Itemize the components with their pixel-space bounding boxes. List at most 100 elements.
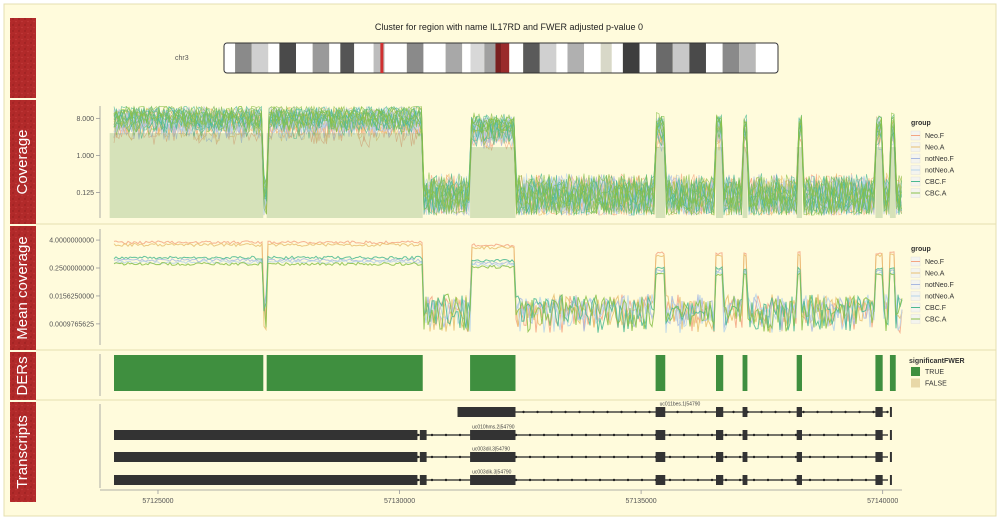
ideogram-band xyxy=(445,43,463,73)
transcript-strand-mark xyxy=(542,433,546,437)
transcript-exon xyxy=(715,430,724,440)
transcript-strand-mark xyxy=(738,478,742,482)
coverage-y-tick-label: 0.125 xyxy=(76,190,94,197)
mean-coverage-y-tick-label: 4.0000000000 xyxy=(49,238,94,245)
transcript-exon xyxy=(419,430,427,440)
transcript-strand-mark xyxy=(760,410,763,414)
transcript-strand-mark xyxy=(696,478,700,482)
transcript-exon xyxy=(742,430,748,440)
mean-coverage-y-tick-label: 0.2500000000 xyxy=(49,266,94,273)
transcript-strand-mark xyxy=(794,433,798,437)
transcript-strand-mark xyxy=(738,433,742,437)
ideogram-band xyxy=(329,43,341,73)
transcript-strand-mark xyxy=(794,478,798,482)
x-axis-tick-label: 57125000 xyxy=(142,498,173,505)
transcript-strand-mark xyxy=(564,410,567,414)
transcripts-track-strip xyxy=(10,402,36,502)
transcript-strand-mark xyxy=(732,410,735,414)
coverage-sample-line-CBC.A xyxy=(113,108,902,217)
ideogram-band xyxy=(600,43,612,73)
transcript-strand-mark xyxy=(444,478,448,482)
ideogram-band xyxy=(462,43,471,73)
transcript-strand-mark xyxy=(844,410,847,414)
ideogram-band xyxy=(373,43,385,73)
transcript-strand-mark xyxy=(850,478,854,482)
transcript-name-label: uc003dik.3|54790 xyxy=(472,470,512,476)
transcript-strand-mark xyxy=(788,410,791,414)
ideogram-band xyxy=(639,43,657,73)
ideogram-band xyxy=(539,43,557,73)
ideogram-band xyxy=(279,43,297,73)
ideogram-band xyxy=(340,43,355,73)
coverage-region-body xyxy=(715,147,724,218)
legend-label: notNeo.A xyxy=(925,168,955,175)
transcript-strand-mark xyxy=(612,478,616,482)
transcript-name-label: uc010hms.2|54790 xyxy=(472,425,515,431)
legend-label: CBC.F xyxy=(925,179,946,186)
coverage-region-body xyxy=(109,133,264,218)
transcript-strand-mark xyxy=(528,455,532,459)
ideogram-band xyxy=(423,43,446,73)
coverage-region-body xyxy=(266,133,423,218)
transcript-exon xyxy=(796,430,802,440)
transcript-strand-mark xyxy=(598,478,602,482)
transcript-strand-mark xyxy=(858,410,861,414)
transcript-strand-mark xyxy=(640,455,644,459)
transcript-strand-mark xyxy=(606,410,609,414)
transcript-strand-mark xyxy=(752,433,756,437)
mean-coverage-line-CBC.A xyxy=(113,261,903,334)
coverage-track-strip xyxy=(10,100,36,224)
ders-legend-key xyxy=(911,378,920,388)
transcript-strand-mark xyxy=(864,455,868,459)
ders-track-strip xyxy=(10,352,36,400)
transcript-exon xyxy=(457,407,516,417)
ideogram-band xyxy=(495,43,501,73)
ideogram-band xyxy=(235,43,252,73)
transcript-strand-mark xyxy=(808,433,812,437)
legend-label: Neo.F xyxy=(925,133,944,140)
transcript-exon xyxy=(114,452,418,462)
transcript-strand-mark xyxy=(780,455,784,459)
transcript-exon xyxy=(715,407,724,417)
transcript-strand-mark xyxy=(822,433,826,437)
legend-label: notNeo.F xyxy=(925,282,954,289)
transcript-strand-mark xyxy=(682,478,686,482)
transcript-strand-mark xyxy=(766,455,770,459)
transcript-exon xyxy=(655,407,666,417)
transcript-strand-mark xyxy=(690,410,693,414)
transcript-strand-mark xyxy=(584,478,588,482)
transcript-strand-mark xyxy=(864,478,868,482)
transcript-strand-mark xyxy=(598,455,602,459)
ideogram-band xyxy=(354,43,374,73)
transcript-strand-mark xyxy=(620,410,623,414)
transcript-strand-mark xyxy=(570,455,574,459)
der-region xyxy=(875,355,883,391)
ideogram-band xyxy=(312,43,330,73)
transcript-strand-mark xyxy=(556,455,560,459)
transcript-strand-mark xyxy=(704,410,707,414)
legend-label: Neo.A xyxy=(925,145,945,152)
transcript-exon xyxy=(796,475,802,485)
coverage-track-label: Coverage xyxy=(14,129,31,194)
ideogram-band xyxy=(722,43,740,73)
legend-label: Neo.A xyxy=(925,271,945,278)
coverage-sample-line-CBC.A xyxy=(113,105,902,216)
coverage-region-body xyxy=(742,147,748,218)
transcript-strand-mark xyxy=(570,433,574,437)
ideogram-band xyxy=(224,43,236,73)
legend-label: CBC.F xyxy=(925,305,946,312)
transcript-strand-mark xyxy=(584,455,588,459)
transcript-strand-mark xyxy=(430,433,434,437)
coverage-region-body xyxy=(875,147,883,218)
ideogram-band xyxy=(672,43,690,73)
x-axis-tick-label: 57140000 xyxy=(867,498,898,505)
ideogram-band xyxy=(268,43,280,73)
coverage-region-body xyxy=(655,147,666,218)
transcript-exon xyxy=(796,452,802,462)
mean-coverage-track-strip xyxy=(10,226,36,350)
transcript-strand-mark xyxy=(724,455,728,459)
legend-title: group xyxy=(911,120,931,127)
transcript-strand-mark xyxy=(458,478,462,482)
transcript-strand-mark xyxy=(536,410,539,414)
